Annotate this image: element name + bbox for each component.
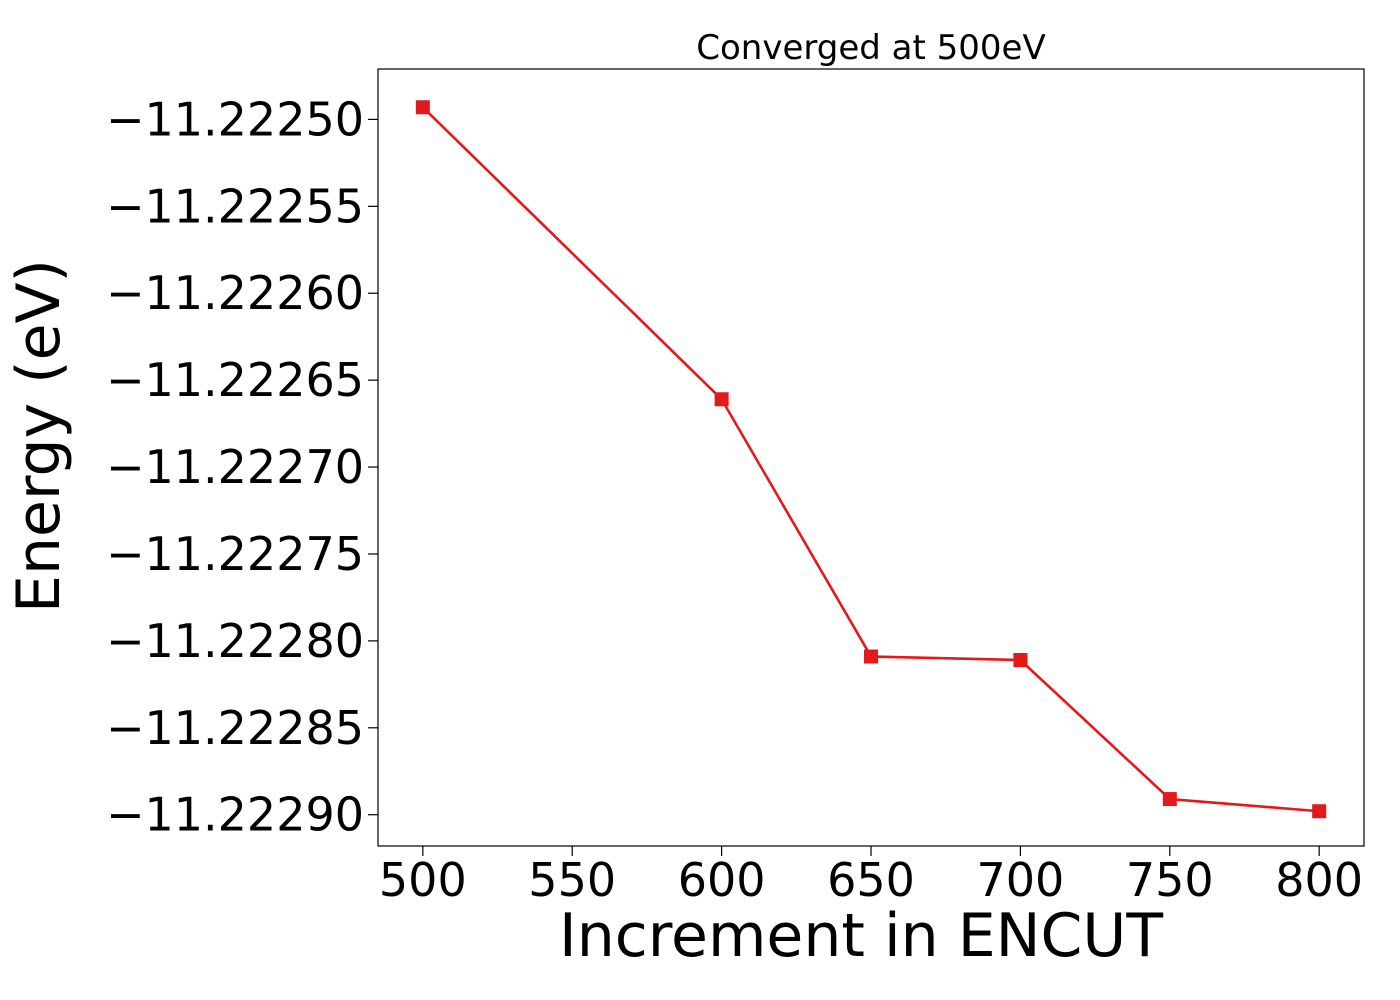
y-axis-title: Energy (eV) bbox=[4, 259, 74, 613]
y-tick-label: −11.22280 bbox=[106, 614, 364, 668]
y-tick-label: −11.22290 bbox=[106, 788, 364, 842]
series-line bbox=[421, 106, 1320, 813]
x-tick-label: 600 bbox=[678, 853, 766, 907]
x-tick-label: 550 bbox=[528, 853, 616, 907]
y-tick-label: −11.22275 bbox=[106, 527, 364, 581]
x-tick-label: 500 bbox=[379, 853, 467, 907]
x-tick-label: 700 bbox=[976, 853, 1064, 907]
x-axis-ticks: 500 550 600 650 700 750 800 bbox=[379, 846, 1363, 907]
y-tick-label: −11.22270 bbox=[106, 440, 364, 494]
y-tick-label: −11.22255 bbox=[106, 179, 364, 233]
series-layer bbox=[415, 100, 1327, 819]
y-axis-ticks: −11.22250 −11.22255 −11.22260 −11.22265 −11.… bbox=[106, 92, 378, 842]
data-point-marker bbox=[1162, 792, 1177, 807]
data-point-marker bbox=[1013, 653, 1028, 668]
y-tick-label: −11.22285 bbox=[106, 701, 364, 755]
x-tick-label: 800 bbox=[1275, 853, 1363, 907]
plot-frame bbox=[377, 68, 1365, 847]
x-tick-label: 650 bbox=[827, 853, 915, 907]
x-axis-title: Increment in ENCUT bbox=[559, 901, 1163, 971]
x-tick-label: 750 bbox=[1126, 853, 1214, 907]
data-point-marker bbox=[1312, 804, 1327, 819]
y-tick-label: −11.22250 bbox=[106, 92, 364, 146]
chart-title: Converged at 500eV bbox=[696, 28, 1045, 68]
y-tick-label: −11.22260 bbox=[106, 266, 364, 320]
data-point-marker bbox=[714, 392, 729, 407]
data-point-marker bbox=[864, 649, 878, 664]
y-tick-label: −11.22265 bbox=[106, 353, 364, 407]
data-point-marker bbox=[415, 100, 430, 115]
